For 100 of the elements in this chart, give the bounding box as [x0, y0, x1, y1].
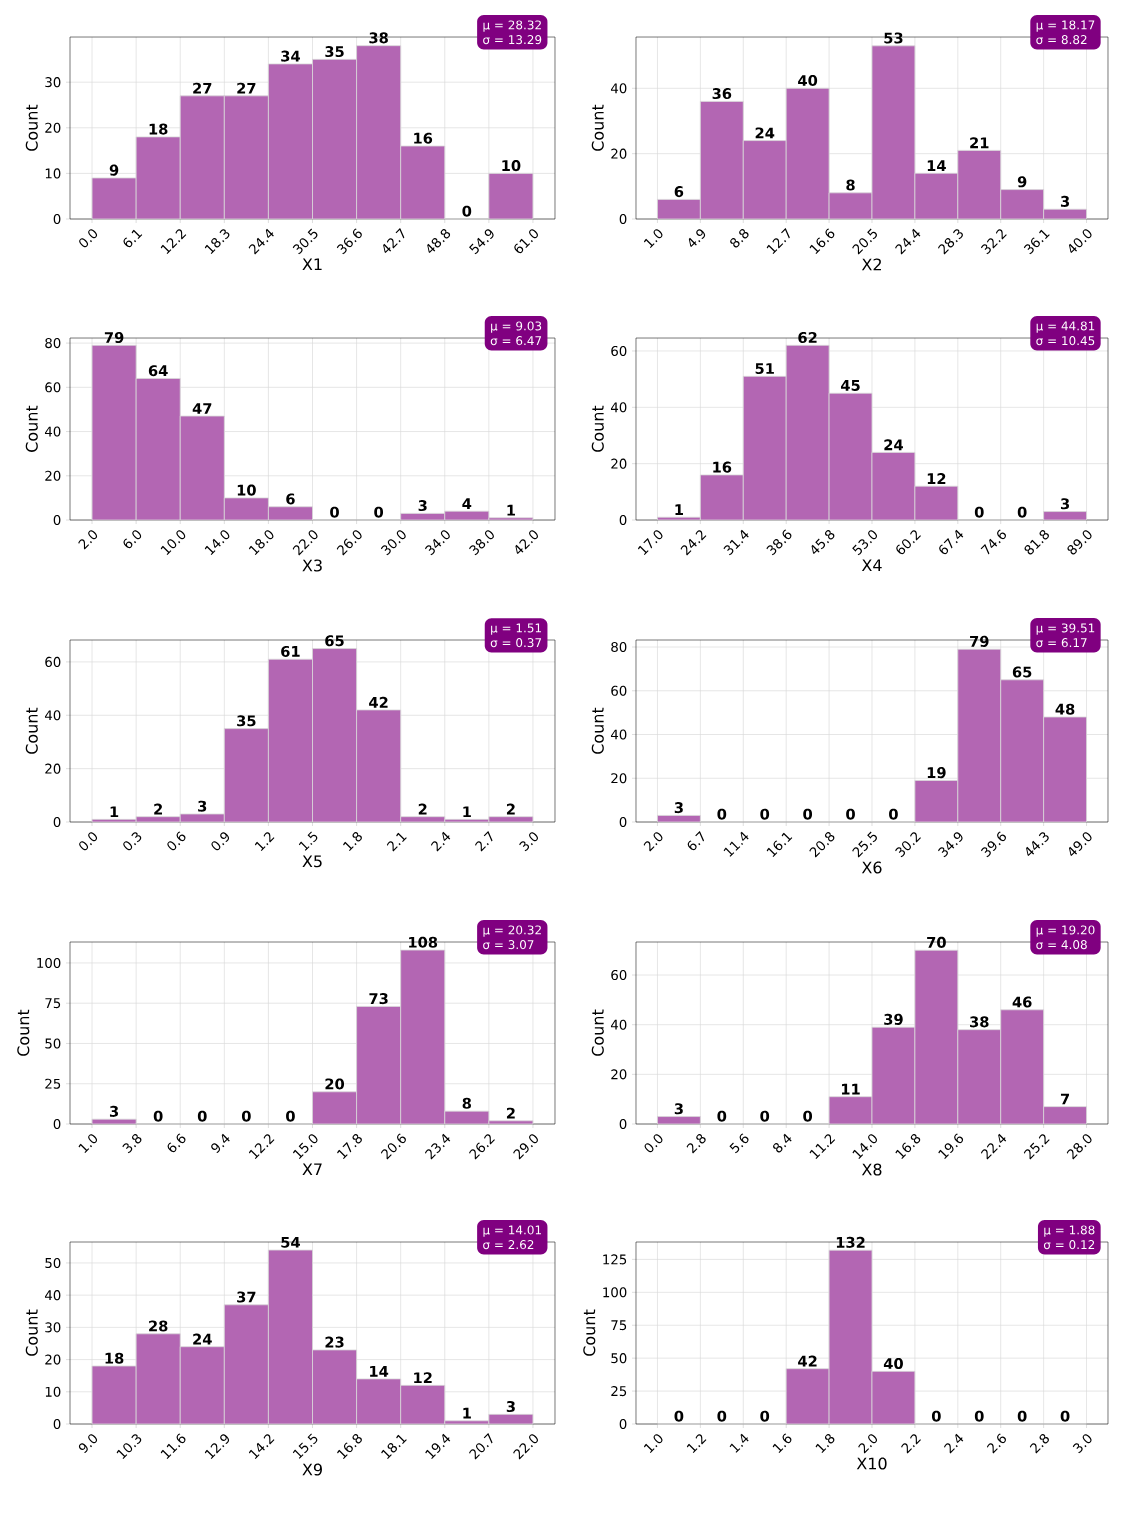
x-axis-title: X5 — [302, 855, 322, 868]
y-tick-label: 20 — [45, 1354, 61, 1365]
x-tick-label: 2.8 — [686, 1134, 706, 1154]
x-tick-label: 2.0 — [78, 530, 98, 550]
data-label: 42 — [798, 1355, 817, 1367]
data-label: 48 — [1055, 703, 1075, 715]
data-label: 3 — [418, 500, 427, 512]
data-label: 3 — [1060, 498, 1070, 510]
x-tick-label: 0.9 — [211, 832, 230, 851]
annotation: σ = 3.07 — [483, 940, 534, 950]
data-label: 51 — [755, 363, 774, 375]
y-tick-label: 40 — [610, 729, 627, 740]
y-tick-label: 50 — [45, 1038, 61, 1049]
data-label: 65 — [1012, 666, 1032, 678]
text: μ = 20.32 — [483, 925, 541, 937]
data-label: 24 — [193, 1333, 212, 1345]
x-tick-label: 0.6 — [167, 831, 186, 851]
data-label: 27 — [237, 82, 256, 94]
y-tick-label: 0 — [619, 1418, 627, 1430]
data-label: 35 — [237, 715, 256, 727]
data-label: 46 — [1012, 996, 1032, 1008]
y-axis-title: Count — [25, 405, 38, 452]
data-label: 6 — [286, 493, 295, 505]
x-tick-label: 8.8 — [730, 229, 749, 248]
x-tick-label: 4.9 — [688, 229, 706, 248]
y-tick-label: 80 — [611, 641, 627, 653]
y-tick-label: 40 — [44, 1290, 61, 1301]
data-label: 0 — [717, 1410, 727, 1422]
data-label: 0 — [974, 1410, 984, 1422]
data-label: 0 — [153, 1110, 163, 1122]
annotation: σ = 6.17 — [1036, 638, 1087, 648]
data-label: 0 — [846, 808, 855, 820]
data-label: 0 — [974, 506, 984, 518]
text: μ = 1.51 — [491, 623, 541, 635]
y-axis-title: Count — [25, 1309, 38, 1356]
x-tick-label: 6.1 — [123, 229, 143, 248]
x-axis-title: X8 — [861, 1163, 882, 1176]
x-tick-label: 2.0 — [858, 1434, 878, 1454]
y-tick-label: 80 — [45, 338, 61, 349]
data-label: 0 — [286, 1110, 295, 1122]
data-label: 0 — [803, 808, 813, 820]
data-label: 16 — [713, 461, 732, 473]
data-label: 3 — [674, 1103, 683, 1115]
y-tick-label: 25 — [45, 1078, 61, 1089]
x-tick-label: 2.2 — [901, 1434, 921, 1454]
y-axis-title: Count — [591, 707, 604, 754]
data-label: 61 — [281, 645, 300, 657]
data-label: 3 — [674, 802, 683, 814]
data-label: 0 — [760, 808, 770, 820]
data-label: 1 — [110, 806, 119, 818]
y-tick-label: 40 — [44, 426, 61, 437]
data-label: 1 — [507, 504, 515, 516]
data-label: 6 — [674, 186, 684, 198]
y-axis-title: Count — [25, 104, 38, 151]
y-tick-label: 50 — [611, 1353, 627, 1364]
data-label: 0 — [760, 1410, 770, 1422]
y-tick-label: 75 — [45, 998, 61, 1009]
data-label: 3 — [506, 1401, 515, 1413]
data-label: 3 — [1060, 195, 1070, 207]
data-label: 11 — [841, 1083, 860, 1095]
x-tick-label: 1.0 — [643, 229, 663, 248]
y-tick-label: 20 — [45, 763, 61, 774]
y-tick-label: 0 — [53, 514, 61, 526]
data-label: 23 — [325, 1336, 344, 1348]
x-tick-label: 1.8 — [343, 832, 362, 851]
data-label: 1 — [675, 504, 683, 515]
y-tick-label: 60 — [611, 685, 627, 696]
y-tick-label: 0 — [619, 1118, 627, 1130]
data-label: 39 — [884, 1013, 903, 1025]
x-tick-label: 1.6 — [772, 1433, 792, 1453]
x-tick-label: 9.0 — [78, 1434, 98, 1453]
x-tick-label: 1.0 — [78, 1134, 98, 1153]
data-label: 2 — [418, 803, 427, 815]
annotation: σ = 10.45 — [1036, 336, 1095, 346]
data-label: 8 — [846, 179, 855, 191]
y-axis-title: Count — [17, 1009, 30, 1056]
data-label: 35 — [325, 46, 344, 58]
data-label: 79 — [104, 331, 124, 344]
data-label: 0 — [330, 506, 339, 518]
y-tick-label: 0 — [619, 514, 627, 526]
data-label: 38 — [369, 32, 388, 44]
data-label: 2 — [506, 1107, 515, 1119]
data-label: 20 — [325, 1078, 345, 1090]
data-label: 0 — [374, 506, 384, 518]
data-label: 54 — [281, 1236, 300, 1248]
x-axis-title: X9 — [302, 1463, 322, 1476]
data-label: 40 — [798, 74, 818, 87]
y-tick-label: 100 — [37, 957, 61, 968]
data-label: 7 — [1060, 1093, 1070, 1105]
data-label: 0 — [241, 1110, 251, 1122]
data-label: 0 — [931, 1410, 941, 1422]
annotation: σ = 4.08 — [1036, 940, 1087, 950]
x-tick-label: 9.4 — [211, 1133, 230, 1153]
y-tick-label: 40 — [44, 710, 61, 721]
data-label: 64 — [148, 365, 168, 377]
text: μ = 1.88 — [1044, 1225, 1095, 1237]
x-tick-label: 2.1 — [386, 832, 407, 852]
y-tick-label: 0 — [53, 1418, 61, 1430]
data-label: 18 — [105, 1352, 124, 1364]
data-label: 73 — [369, 993, 388, 1005]
